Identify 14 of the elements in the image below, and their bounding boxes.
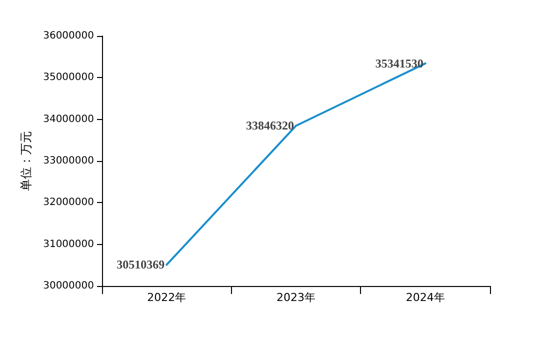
y-tick-label: 34000000 [43,114,94,125]
y-tick-label: 31000000 [43,238,94,250]
y-tick-label: 33000000 [43,156,94,166]
y-axis-title: 单位：万元 [19,131,33,191]
y-tick-label: 32000000 [43,197,94,208]
x-tick-label: 2023年 [276,291,316,304]
x-tick-label: 2022年 [147,291,186,304]
y-tick-label: 30000000 [43,280,94,292]
y-tick-label: 35000000 [43,72,94,84]
x-tick-label: 2024年 [406,291,445,304]
data-label: 30510369 [116,258,165,272]
data-label: 33846320 [246,118,294,133]
y-tick-label: 36000000 [43,30,94,42]
data-label: 35341530 [375,56,424,70]
